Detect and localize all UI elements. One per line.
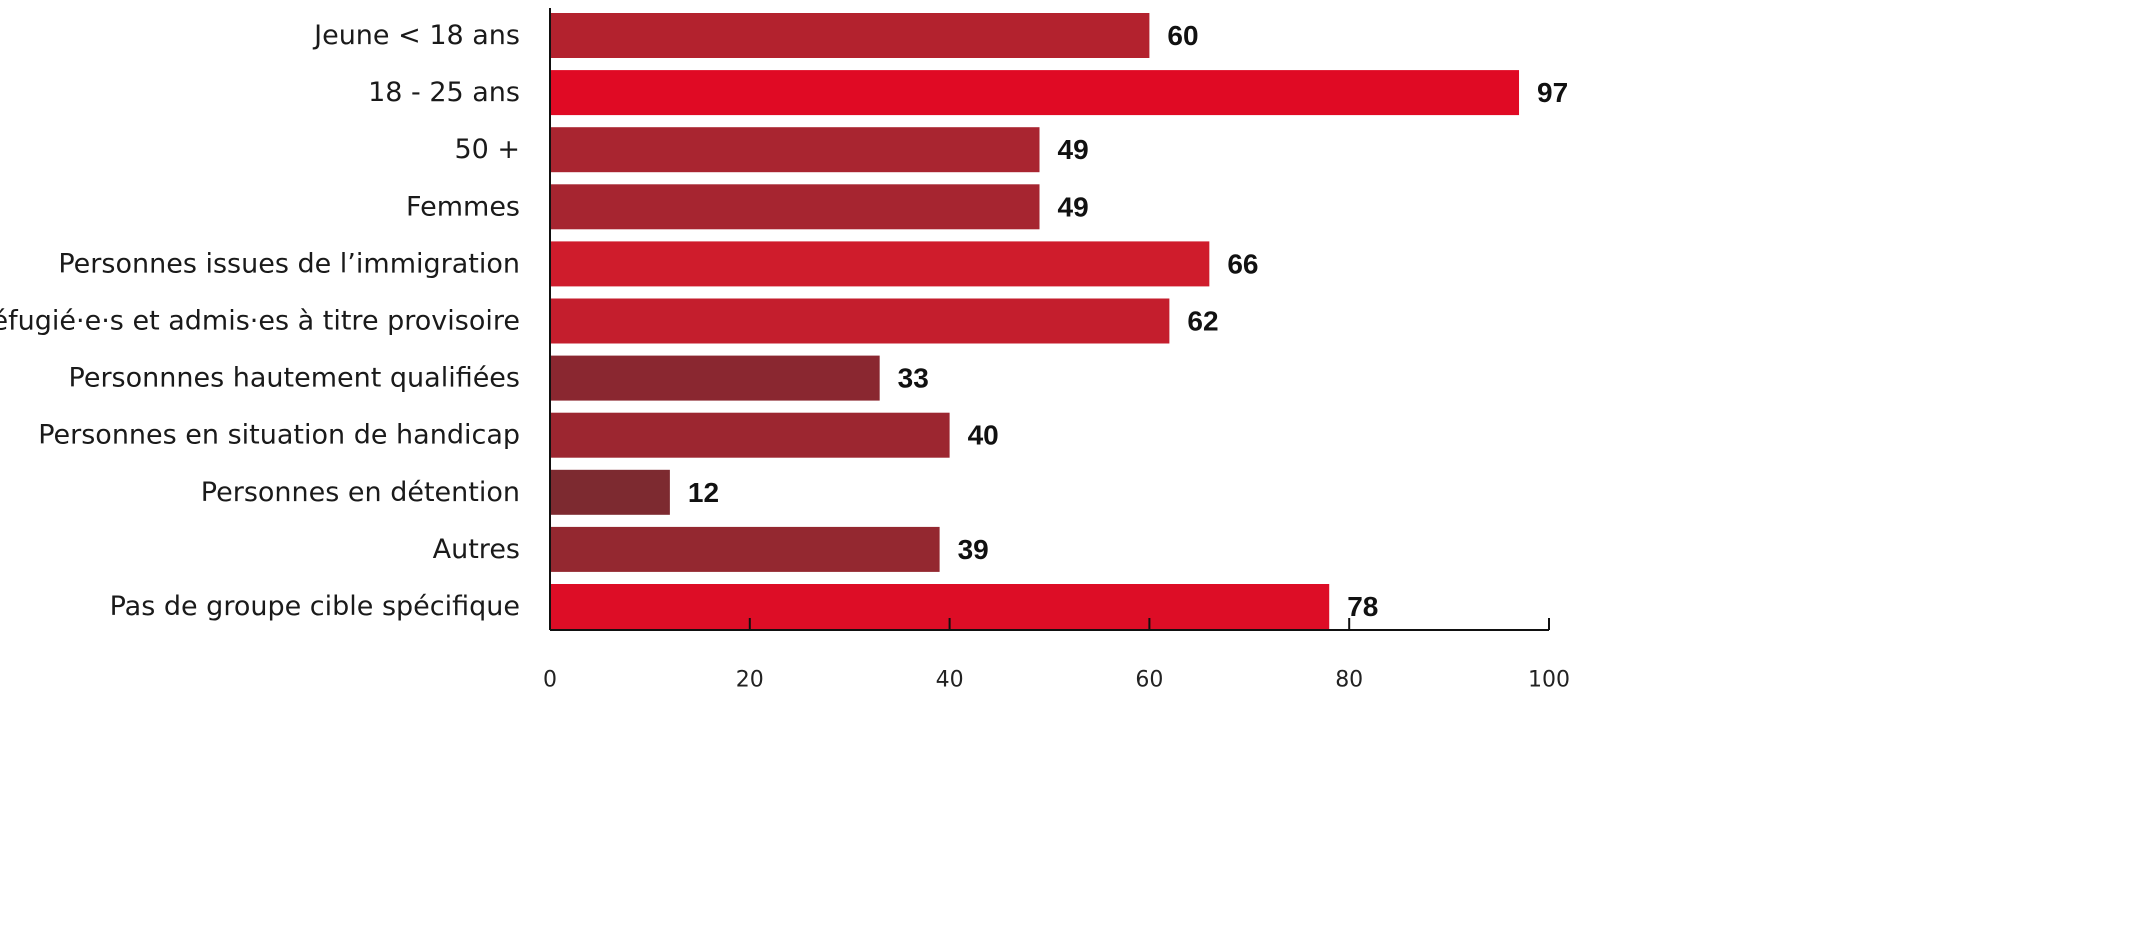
category-label: Personnes issues de l’immigration (58, 248, 520, 279)
x-tick-label: 20 (736, 668, 764, 693)
x-tick-label: 80 (1335, 668, 1363, 693)
bar (550, 13, 1150, 58)
bar (550, 355, 880, 401)
category-label: Personnes en détention (201, 477, 520, 508)
bars-layer (550, 13, 1520, 629)
bar (550, 584, 1330, 629)
bar (550, 241, 1210, 287)
x-axis: 0 20 40 60 80 100 (543, 8, 1570, 693)
value-labels: 60 97 49 49 66 62 33 40 12 39 78 (688, 20, 1568, 622)
value-label: 49 (1058, 134, 1089, 165)
x-tick-label: 40 (936, 668, 964, 693)
value-label: 60 (1167, 20, 1198, 51)
value-label: 66 (1227, 248, 1258, 279)
bar (550, 469, 670, 515)
category-label: Personnes en situation de handicap (38, 420, 520, 451)
category-label: 18 - 25 ans (368, 77, 520, 108)
category-label: 50 + (454, 134, 520, 165)
bar (550, 412, 950, 458)
value-label: 97 (1537, 77, 1568, 108)
category-label: Femmes (406, 191, 520, 222)
bar (550, 127, 1040, 173)
bar (550, 298, 1170, 344)
x-tick-label: 60 (1135, 668, 1163, 693)
category-label: Pas de groupe cible spécifique (110, 591, 520, 622)
category-labels: Jeune < 18 ans 18 - 25 ans 50 + Femmes Perso… (0, 20, 520, 622)
x-tick-label: 0 (543, 668, 557, 693)
value-label: 49 (1058, 191, 1089, 222)
category-label: Réfugié·e·s et admis·es à titre provisoi… (0, 306, 520, 337)
value-label: 78 (1347, 591, 1378, 622)
bar (550, 70, 1520, 116)
category-label: Personnnes hautement qualifiées (69, 363, 520, 394)
category-label: Jeune < 18 ans (312, 20, 520, 51)
bar (550, 184, 1040, 230)
value-label: 40 (968, 420, 999, 451)
bar (550, 526, 940, 572)
value-label: 33 (898, 363, 929, 394)
value-label: 12 (688, 477, 719, 508)
value-label: 39 (958, 534, 989, 565)
x-tick-label: 100 (1528, 668, 1570, 693)
category-label: Autres (433, 534, 520, 565)
value-label: 62 (1187, 306, 1218, 337)
